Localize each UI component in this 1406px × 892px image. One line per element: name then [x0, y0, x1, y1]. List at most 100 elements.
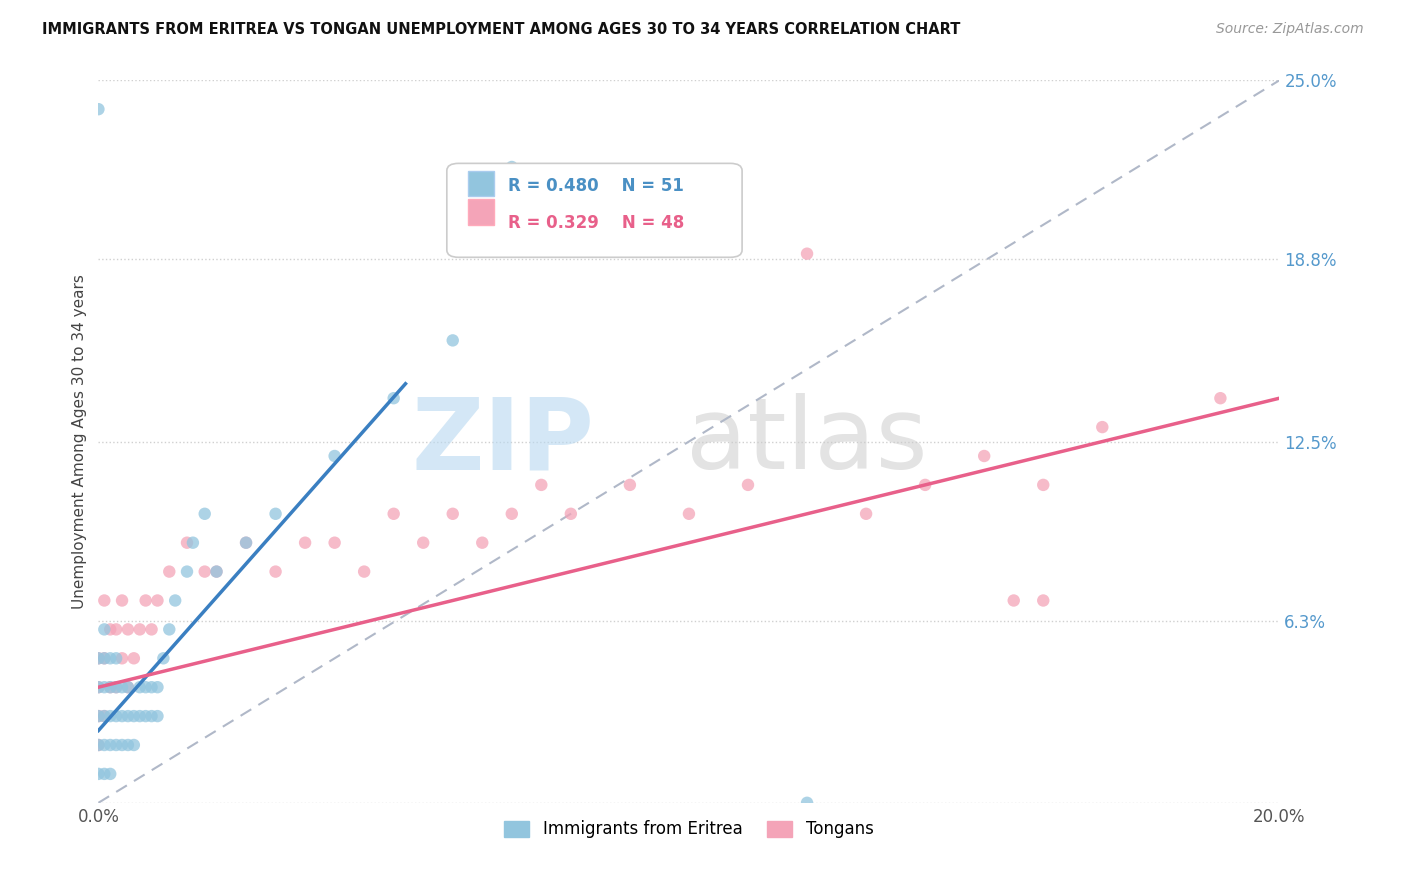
Tongans	[122, 651, 145, 665]
Tongans	[105, 680, 128, 694]
Immigrants from Eritrea	[111, 680, 134, 694]
Tongans	[98, 623, 121, 637]
Tongans	[973, 449, 995, 463]
Immigrants from Eritrea	[105, 651, 128, 665]
FancyBboxPatch shape	[447, 163, 742, 257]
Immigrants from Eritrea	[141, 680, 163, 694]
Tongans	[146, 593, 169, 607]
Tongans	[619, 478, 641, 492]
Immigrants from Eritrea	[141, 709, 163, 723]
Immigrants from Eritrea	[165, 593, 187, 607]
Immigrants from Eritrea	[87, 767, 110, 781]
Immigrants from Eritrea	[796, 796, 818, 810]
Tongans	[1091, 420, 1114, 434]
Immigrants from Eritrea	[264, 507, 287, 521]
Immigrants from Eritrea	[98, 738, 121, 752]
Immigrants from Eritrea	[194, 507, 217, 521]
Immigrants from Eritrea	[111, 738, 134, 752]
Text: Source: ZipAtlas.com: Source: ZipAtlas.com	[1216, 22, 1364, 37]
Tongans	[93, 651, 115, 665]
Immigrants from Eritrea	[98, 651, 121, 665]
Immigrants from Eritrea	[122, 738, 145, 752]
Tongans	[128, 623, 150, 637]
Tongans	[560, 507, 582, 521]
Immigrants from Eritrea	[382, 391, 405, 405]
Immigrants from Eritrea	[181, 535, 204, 549]
Tongans	[205, 565, 228, 579]
Y-axis label: Unemployment Among Ages 30 to 34 years: Unemployment Among Ages 30 to 34 years	[72, 274, 87, 609]
Text: R = 0.480    N = 51: R = 0.480 N = 51	[508, 178, 685, 195]
Immigrants from Eritrea	[501, 160, 523, 174]
Tongans	[93, 593, 115, 607]
Immigrants from Eritrea	[128, 680, 150, 694]
Immigrants from Eritrea	[135, 680, 157, 694]
Immigrants from Eritrea	[105, 738, 128, 752]
Immigrants from Eritrea	[105, 709, 128, 723]
Tongans	[141, 623, 163, 637]
Text: R = 0.329    N = 48: R = 0.329 N = 48	[508, 213, 685, 232]
Tongans	[176, 535, 198, 549]
Immigrants from Eritrea	[323, 449, 346, 463]
Immigrants from Eritrea	[93, 651, 115, 665]
Tongans	[796, 246, 818, 260]
Legend: Immigrants from Eritrea, Tongans: Immigrants from Eritrea, Tongans	[498, 814, 880, 845]
Immigrants from Eritrea	[235, 535, 257, 549]
Tongans	[914, 478, 936, 492]
Tongans	[111, 651, 134, 665]
Tongans	[1209, 391, 1232, 405]
Tongans	[264, 565, 287, 579]
Immigrants from Eritrea	[87, 709, 110, 723]
Immigrants from Eritrea	[117, 709, 139, 723]
Immigrants from Eritrea	[117, 680, 139, 694]
Immigrants from Eritrea	[117, 738, 139, 752]
Immigrants from Eritrea	[98, 709, 121, 723]
Immigrants from Eritrea	[98, 680, 121, 694]
Immigrants from Eritrea	[128, 709, 150, 723]
Tongans	[87, 709, 110, 723]
Tongans	[471, 535, 494, 549]
Immigrants from Eritrea	[98, 767, 121, 781]
FancyBboxPatch shape	[468, 170, 494, 196]
Tongans	[353, 565, 375, 579]
Tongans	[135, 593, 157, 607]
Immigrants from Eritrea	[122, 709, 145, 723]
Tongans	[382, 507, 405, 521]
Immigrants from Eritrea	[93, 767, 115, 781]
Tongans	[412, 535, 434, 549]
Tongans	[441, 507, 464, 521]
Immigrants from Eritrea	[146, 709, 169, 723]
Tongans	[235, 535, 257, 549]
Tongans	[501, 507, 523, 521]
Immigrants from Eritrea	[441, 334, 464, 348]
Immigrants from Eritrea	[93, 623, 115, 637]
Tongans	[1032, 478, 1054, 492]
Tongans	[111, 593, 134, 607]
Tongans	[93, 709, 115, 723]
Tongans	[530, 478, 553, 492]
Immigrants from Eritrea	[87, 651, 110, 665]
Immigrants from Eritrea	[87, 738, 110, 752]
Immigrants from Eritrea	[93, 709, 115, 723]
Tongans	[855, 507, 877, 521]
Tongans	[98, 680, 121, 694]
Tongans	[1002, 593, 1025, 607]
Tongans	[737, 478, 759, 492]
Tongans	[87, 651, 110, 665]
Tongans	[87, 738, 110, 752]
Immigrants from Eritrea	[176, 565, 198, 579]
Tongans	[1032, 593, 1054, 607]
Text: ZIP: ZIP	[412, 393, 595, 490]
Text: atlas: atlas	[686, 393, 928, 490]
Immigrants from Eritrea	[111, 709, 134, 723]
Immigrants from Eritrea	[93, 680, 115, 694]
Tongans	[117, 680, 139, 694]
Immigrants from Eritrea	[157, 623, 180, 637]
Immigrants from Eritrea	[205, 565, 228, 579]
Tongans	[105, 623, 128, 637]
Tongans	[194, 565, 217, 579]
Immigrants from Eritrea	[105, 680, 128, 694]
Immigrants from Eritrea	[152, 651, 174, 665]
Immigrants from Eritrea	[146, 680, 169, 694]
Immigrants from Eritrea	[87, 680, 110, 694]
Immigrants from Eritrea	[87, 102, 110, 116]
